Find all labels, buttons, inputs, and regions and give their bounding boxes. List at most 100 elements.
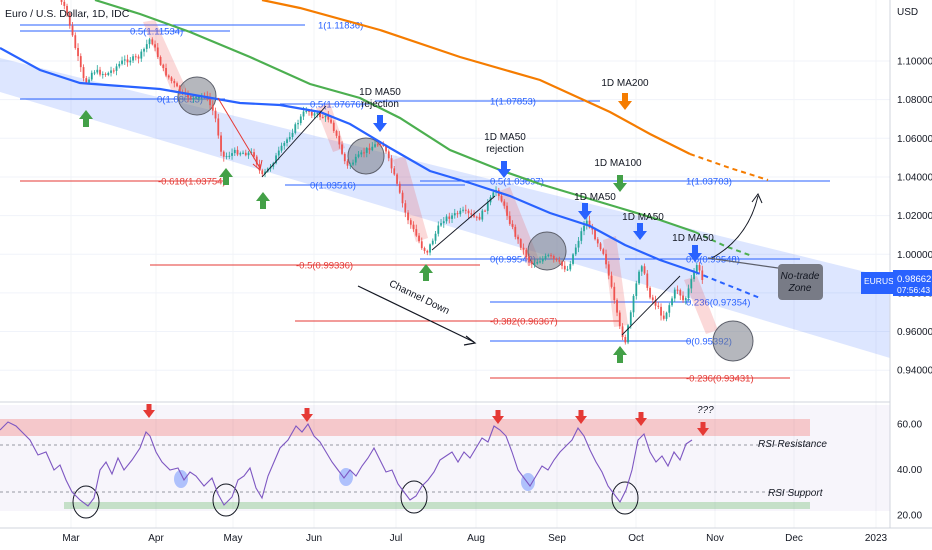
candle-body xyxy=(525,249,528,257)
price-tick-label: 1.06000 xyxy=(897,134,932,145)
candle-body xyxy=(470,213,473,215)
candle-body xyxy=(137,56,140,59)
trend-up-line xyxy=(431,195,496,251)
candle-body xyxy=(451,215,453,219)
ma50-down-arrow-icon xyxy=(373,115,387,132)
candle-body xyxy=(511,223,514,227)
rsi-dip-highlight xyxy=(174,470,188,488)
candle-body xyxy=(401,192,404,204)
candle-body xyxy=(679,290,682,296)
candle-body xyxy=(228,155,231,157)
candle-body xyxy=(154,44,156,48)
candle-body xyxy=(209,97,211,106)
candle-body xyxy=(192,97,195,99)
candle-body xyxy=(96,69,99,73)
fib-label: 1(1.03703) xyxy=(686,177,732,188)
candle-body xyxy=(596,239,599,244)
candle-body xyxy=(187,92,189,98)
candle-body xyxy=(255,156,258,165)
target-curve-arrowhead xyxy=(751,193,763,204)
candle-body xyxy=(90,72,93,80)
candle-body xyxy=(277,150,280,156)
candle-body xyxy=(442,221,445,224)
candle-body xyxy=(178,86,181,93)
candle-body xyxy=(107,72,110,75)
candle-body xyxy=(159,56,162,65)
candle-body xyxy=(459,210,462,215)
candle-body xyxy=(528,256,530,262)
candle-body xyxy=(533,263,536,265)
fib-label: 0(0.95392) xyxy=(686,337,732,348)
candle-body xyxy=(676,289,679,291)
rsi-dip-highlight xyxy=(339,468,353,486)
candle-body xyxy=(176,83,178,87)
candle-body xyxy=(407,212,409,221)
candle-body xyxy=(563,265,566,270)
candle-body xyxy=(687,288,690,299)
candle-body xyxy=(517,236,519,240)
candle-body xyxy=(635,283,638,296)
price-scale[interactable]: USD 1.100001.080001.060001.040001.020001… xyxy=(861,0,932,528)
candle-body xyxy=(110,70,112,73)
no-trade-label: No-trade xyxy=(781,271,820,282)
time-tick-label: Oct xyxy=(628,533,644,544)
candle-body xyxy=(481,210,484,220)
candle-body xyxy=(343,153,346,162)
candle-body xyxy=(71,25,74,36)
candle-body xyxy=(671,298,673,306)
candle-body xyxy=(396,174,398,184)
candle-body xyxy=(134,56,137,58)
ma100-projection xyxy=(694,231,753,257)
candle-body xyxy=(456,213,459,215)
candle-body xyxy=(145,44,148,49)
decline-highlight xyxy=(316,103,345,152)
ma100-line xyxy=(94,0,696,234)
candle-body xyxy=(698,265,701,271)
candle-body xyxy=(231,153,233,156)
price-ticks: 1.10000 1.08000 1.06000 1.04000 1.02000 1.000… xyxy=(897,57,932,377)
candle-body xyxy=(682,295,684,301)
time-tick-label: Nov xyxy=(706,533,724,544)
candle-body xyxy=(453,213,456,216)
rsi-resistance-zone xyxy=(0,419,810,436)
candle-body xyxy=(165,67,167,76)
fib-label: 1(1.07853) xyxy=(490,97,536,108)
candle-body xyxy=(239,153,242,155)
candle-body xyxy=(536,262,539,264)
buy-arrow-icon xyxy=(419,264,433,281)
candle-body xyxy=(426,250,429,253)
rsi-ticks: 60.00 40.00 20.00 xyxy=(897,420,922,522)
candle-body xyxy=(264,171,266,175)
ma50-rejection-label: 1D MA50 xyxy=(359,87,401,98)
candle-body xyxy=(101,73,104,75)
candle-body xyxy=(418,235,420,242)
channel-arrowhead xyxy=(463,335,477,346)
price-tick-label: 1.00000 xyxy=(897,250,932,261)
candle-body xyxy=(558,260,561,262)
candle-body xyxy=(313,113,316,116)
ma50-line xyxy=(0,47,696,274)
candle-body xyxy=(547,255,550,257)
ma50-rejection-label: rejection xyxy=(361,99,399,110)
rsi-resistance-arrow-icon xyxy=(575,410,587,424)
candle-body xyxy=(349,164,352,166)
rsi-arrows xyxy=(143,404,709,436)
fib-lines: 1(1.11836)0.5(1.11534)0(1.08053)-0.618(1… xyxy=(20,21,830,385)
candle-body xyxy=(316,113,319,115)
candle-body xyxy=(341,144,343,154)
candle-body xyxy=(613,286,616,301)
candle-body xyxy=(448,216,451,219)
candle-body xyxy=(360,152,363,155)
ma50-down-arrow-icon xyxy=(578,203,592,220)
rsi-resistance-arrow-icon xyxy=(697,422,709,436)
rsi-question-label: ??? xyxy=(697,405,714,416)
candle-body xyxy=(508,215,511,224)
candle-body xyxy=(429,244,431,253)
time-tick-label: Jul xyxy=(390,533,403,544)
consolidation-circle xyxy=(712,320,754,362)
candle-body xyxy=(423,248,426,251)
candle-body xyxy=(475,216,478,218)
candle-body xyxy=(607,264,610,276)
time-axis[interactable]: Mar Apr May Jun Jul Aug Sep Oct Nov Dec 2023 xyxy=(0,527,932,544)
